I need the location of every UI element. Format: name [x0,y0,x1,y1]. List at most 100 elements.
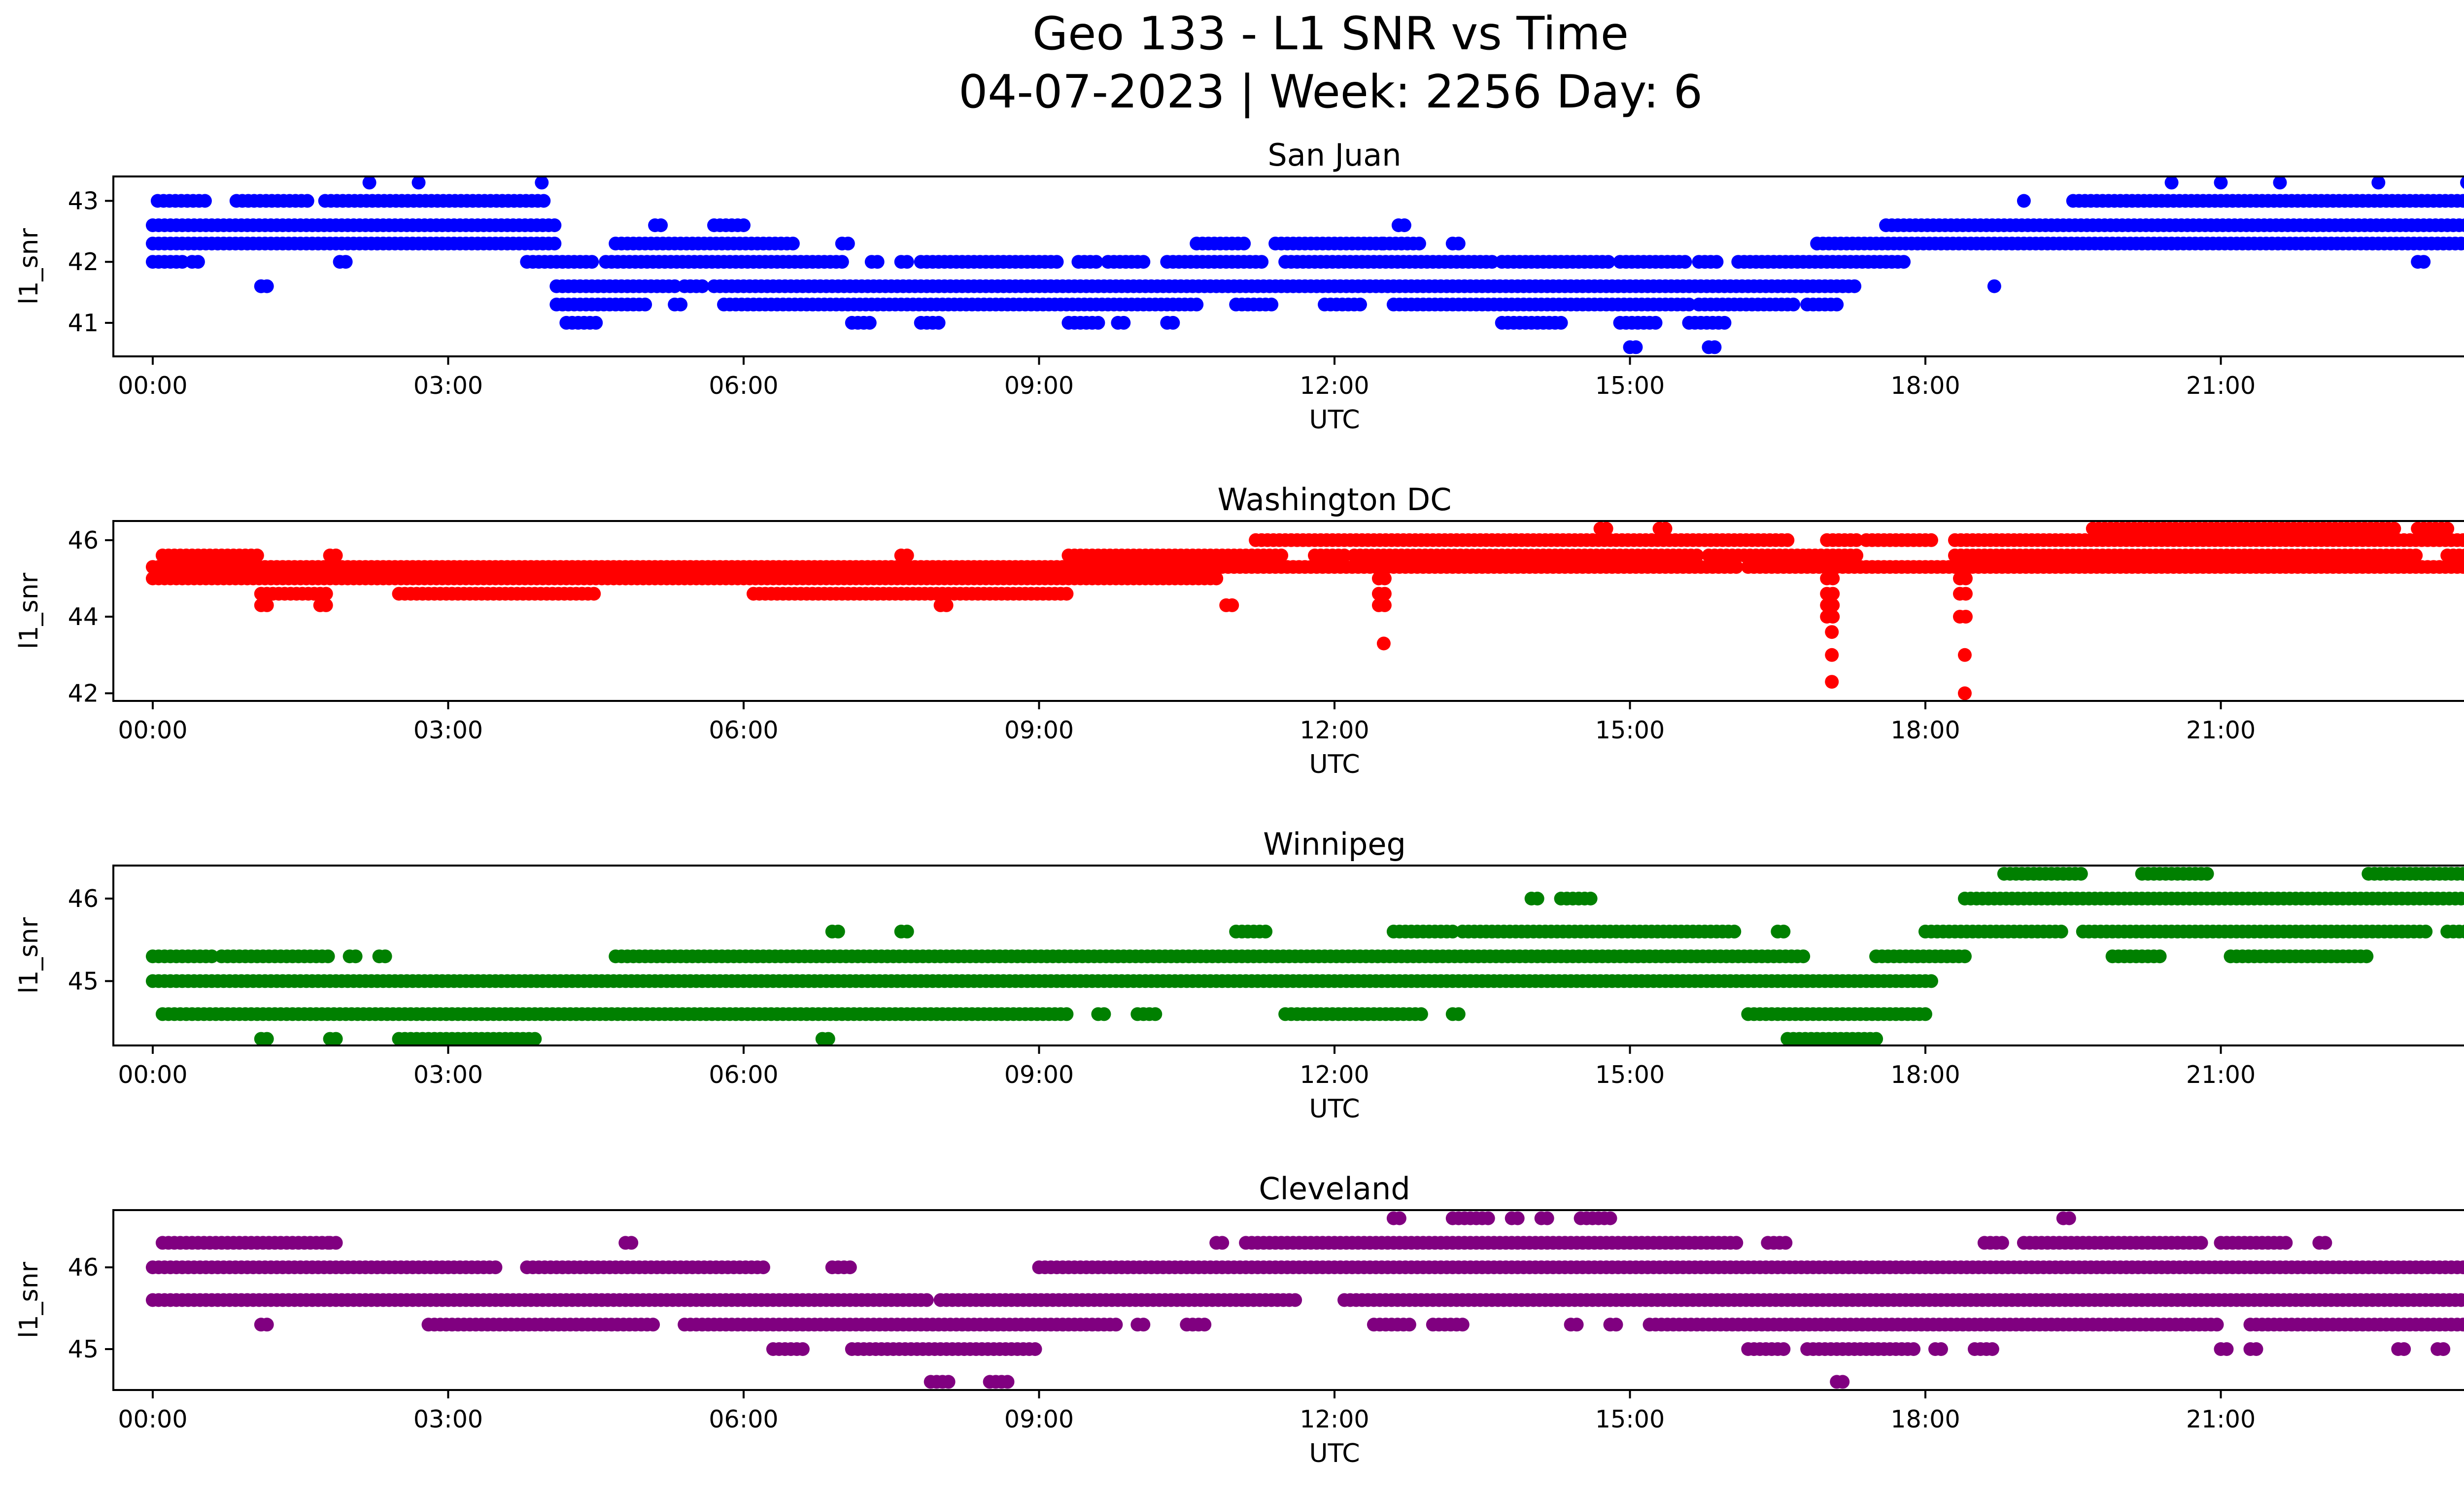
data-point [329,548,343,562]
y-tick-label: 42 [68,679,99,707]
data-point [2462,562,2464,572]
data-point [1603,1211,1617,1225]
data-point [2456,560,2464,574]
data-point [1959,571,1973,586]
data-point [1288,1293,1302,1307]
data-point [1337,548,1351,562]
data-point [1682,297,1696,312]
data-point [668,279,682,293]
data-point [862,315,877,330]
data-point [2194,1236,2208,1250]
data-point [300,194,314,208]
data-point [1849,533,1864,547]
y-tick-label: 41 [68,309,99,337]
x-tick-label: 21:00 [2186,1061,2256,1089]
data-point [1510,1211,1525,1225]
data-point [537,194,551,208]
data-point [260,598,274,612]
x-axis-label: UTC [1309,750,1360,779]
data-point [2017,194,2031,208]
data-point [1455,1318,1470,1332]
data-point [2458,925,2464,939]
data-point [1412,237,1426,251]
data-point [548,237,562,251]
data-point [1392,1211,1406,1225]
y-axis-label: l1_snr [14,228,44,305]
data-point [786,237,800,251]
data-point [931,315,946,330]
data-points [145,176,2464,354]
data-point [920,1293,934,1307]
y-tick-label: 45 [68,967,99,995]
data-point [1601,255,1615,269]
data-point [2462,869,2464,879]
data-point [2210,1318,2224,1332]
data-point [1924,533,1938,547]
data-point [2458,218,2464,232]
x-tick-label: 21:00 [2186,716,2256,744]
data-point [2387,522,2401,536]
data-point [1117,315,1131,330]
data-point [1530,892,1544,905]
data-point [2153,949,2167,964]
data-point [2462,1262,2464,1272]
data-point [1259,924,1273,939]
data-point [1796,949,1811,964]
data-point [1780,533,1795,547]
data-point [329,1236,343,1250]
x-tick-label: 06:00 [709,1061,778,1089]
data-point [1777,924,1791,939]
data-point [646,1318,660,1332]
data-point [1402,1318,1416,1332]
data-point [1708,340,1722,354]
panel-title: Washington DC [1217,482,1451,518]
data-point [1451,237,1466,251]
x-tick-label: 18:00 [1890,372,1960,400]
data-point [2279,1236,2293,1250]
data-point [674,297,688,312]
x-tick-label: 09:00 [1004,716,1074,744]
x-tick-label: 12:00 [1300,372,1369,400]
y-axis-label: l1_snr [14,572,44,649]
data-point [2164,176,2179,190]
data-point [1050,255,1064,269]
data-point [2371,176,2386,190]
data-point [900,255,914,269]
data-point [1710,255,1724,269]
data-point [1198,1318,1212,1332]
data-points [145,1211,2464,1389]
data-point [2062,1211,2076,1225]
data-point [250,548,264,562]
data-point [900,548,914,562]
data-point [1060,587,1074,601]
data-point [2456,194,2464,208]
data-point [1825,648,1839,662]
data-point [1848,279,1862,293]
data-point [1717,315,1732,330]
data-point [1648,315,1663,330]
data-point [339,255,353,269]
data-point [1148,1007,1163,1021]
data-point [1445,924,1460,939]
data-point [1869,1032,1883,1045]
data-point [587,587,601,601]
data-point [411,176,426,190]
x-tick-label: 12:00 [1300,716,1369,744]
data-point [1727,924,1742,939]
data-point [1274,548,1289,562]
data-point [1089,255,1103,269]
data-point [319,587,333,601]
data-point [348,949,363,964]
data-point [1540,1211,1554,1225]
data-point [205,949,219,964]
x-tick-label: 03:00 [413,372,483,400]
data-point [1554,315,1568,330]
data-point [319,598,333,612]
data-point [2054,924,2068,939]
data-point [1959,610,1973,624]
data-point [1987,279,2001,293]
